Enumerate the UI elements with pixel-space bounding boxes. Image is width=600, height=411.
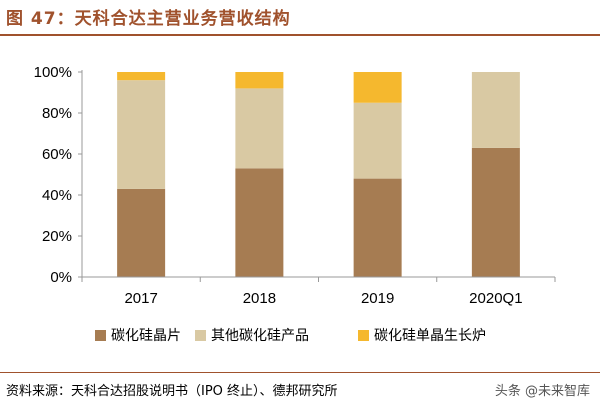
bar-2020Q1-series-0 <box>471 147 520 277</box>
bar-2018-series-2 <box>235 72 284 89</box>
bar-2018-series-0 <box>235 168 284 277</box>
y-tick-label: 80% <box>42 105 72 122</box>
chart-title: 图 47：天科合达主营业务营收结构 <box>6 9 291 29</box>
bar-2020Q1-series-1 <box>471 72 520 148</box>
bar-2017-series-2 <box>117 72 166 81</box>
x-tick-label: 2018 <box>243 290 276 307</box>
bar-2017-series-1 <box>117 80 166 189</box>
title-divider <box>0 34 600 36</box>
bar-2019-series-2 <box>353 72 402 103</box>
y-tick-label: 40% <box>42 187 72 204</box>
x-tick-label: 2019 <box>361 290 394 307</box>
y-tick-label: 0% <box>50 269 72 286</box>
watermark: 头条 @未来智库 <box>494 384 590 399</box>
bars-group <box>117 72 520 277</box>
x-tick-label: 2017 <box>124 290 157 307</box>
bar-2018-series-1 <box>235 88 284 169</box>
legend-label-1: 其他碳化硅产品 <box>211 328 309 344</box>
stacked-bar-chart: 2017 2018 2019 2020Q1 0% 20% 40% 60% 80% 100% 碳化硅… <box>34 64 556 344</box>
y-tick-label: 60% <box>42 146 72 163</box>
legend-label-0: 碳化硅晶片 <box>111 328 181 344</box>
bar-2019-series-1 <box>353 102 402 179</box>
bar-2017-series-0 <box>117 188 166 277</box>
legend-label-2: 碳化硅单晶生长炉 <box>374 328 486 344</box>
y-tick-label: 20% <box>42 228 72 245</box>
axes-group: 2017 2018 2019 2020Q1 0% 20% 40% 60% 80% 100% <box>34 64 556 307</box>
bar-2019-series-0 <box>353 178 402 277</box>
y-tick-label: 100% <box>34 64 72 81</box>
legend-group: 碳化硅晶片 其他碳化硅产品 碳化硅单晶生长炉 <box>95 328 486 344</box>
x-tick-label: 2020Q1 <box>469 290 522 307</box>
footer-divider <box>0 372 600 373</box>
source-note: 资料来源：天科合达招股说明书（IPO 终止）、德邦研究所 <box>6 384 338 399</box>
legend-swatch-0 <box>95 330 106 341</box>
legend-swatch-1 <box>195 330 206 341</box>
legend-swatch-2 <box>358 330 369 341</box>
